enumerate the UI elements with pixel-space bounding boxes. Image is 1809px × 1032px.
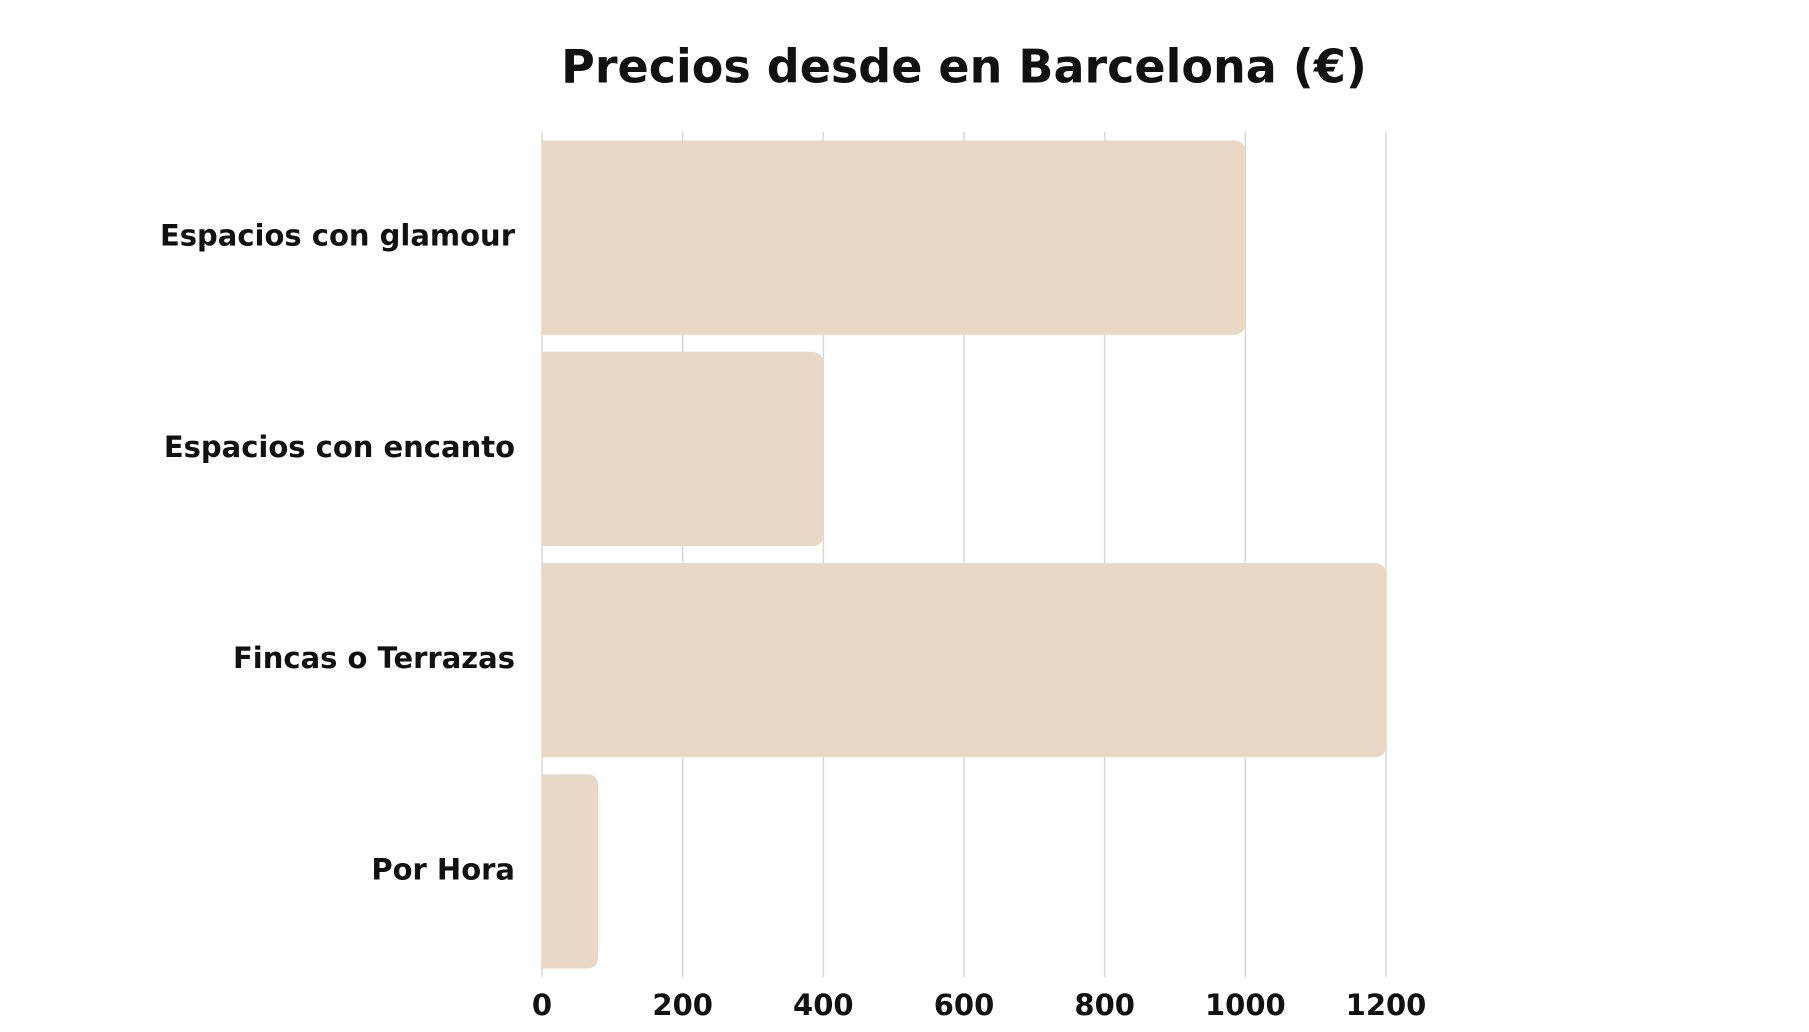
x-tick-label: 1000 [1205, 988, 1286, 1022]
bar [542, 562, 1386, 758]
x-tick-label: 400 [793, 988, 854, 1022]
x-tick-label: 1200 [1346, 988, 1427, 1022]
x-tick-label: 600 [934, 988, 995, 1022]
y-tick-label: Fincas o Terrazas [233, 641, 515, 675]
bar [542, 140, 1246, 335]
chart-title: Precios desde en Barcelona (€) [561, 40, 1367, 94]
x-tick-label: 800 [1074, 988, 1135, 1022]
y-tick-label: Espacios con encanto [164, 430, 515, 464]
x-tick-label: 200 [652, 988, 713, 1022]
bar [542, 774, 599, 969]
bar [542, 351, 824, 547]
x-tick-label: 0 [532, 988, 552, 1022]
y-tick-label: Espacios con glamour [160, 219, 516, 253]
y-tick-label: Por Hora [371, 852, 515, 886]
